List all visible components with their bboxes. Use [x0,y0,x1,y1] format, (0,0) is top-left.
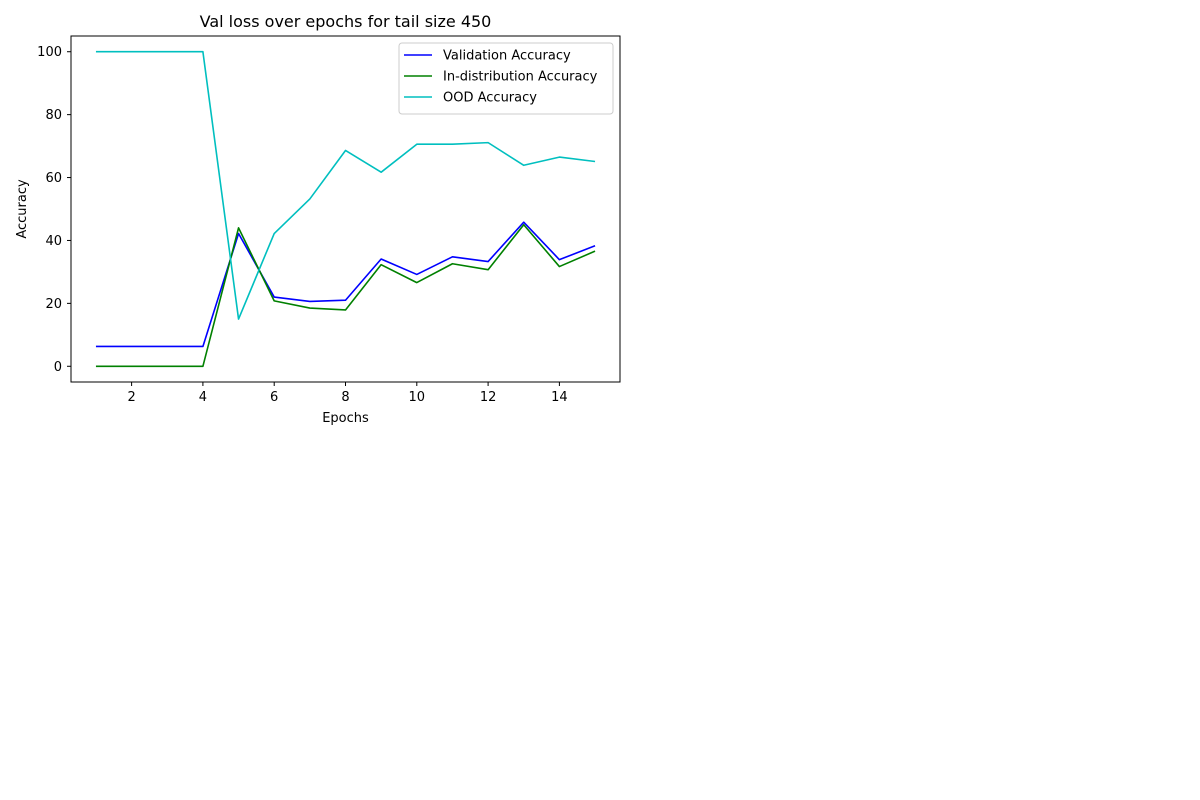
legend-label: In-distribution Accuracy [443,70,598,85]
x-tick-label: 8 [341,390,349,405]
chart-title: Val loss over epochs for tail size 450 [200,12,492,31]
series-lines [95,50,596,368]
y-tick-label: 100 [37,45,62,60]
y-tick-label: 80 [45,108,62,123]
x-tick-label: 4 [199,390,207,405]
legend: Validation Accuracy In-distribution Accur… [398,42,614,115]
y-axis: 0 20 40 60 80 100 [37,45,71,375]
x-axis: 2 4 6 8 10 12 14 [127,382,568,405]
series-line-2 [95,223,596,368]
y-axis-title: Accuracy [15,179,30,239]
y-tick-label: 20 [45,297,62,312]
y-tick-label: 0 [54,360,62,375]
series-line-1 [95,221,596,348]
x-tick-label: 2 [127,390,135,405]
y-tick-label: 40 [45,234,62,249]
legend-box [398,42,614,115]
series-line-3 [95,50,596,320]
x-tick-label: 12 [480,390,497,405]
y-tick-label: 60 [45,171,62,186]
x-tick-label: 10 [409,390,426,405]
x-tick-label: 14 [551,390,568,405]
x-tick-label: 6 [270,390,278,405]
x-axis-title: Epochs [322,411,369,426]
legend-label: Validation Accuracy [443,49,571,64]
legend-label: OOD Accuracy [443,91,537,106]
